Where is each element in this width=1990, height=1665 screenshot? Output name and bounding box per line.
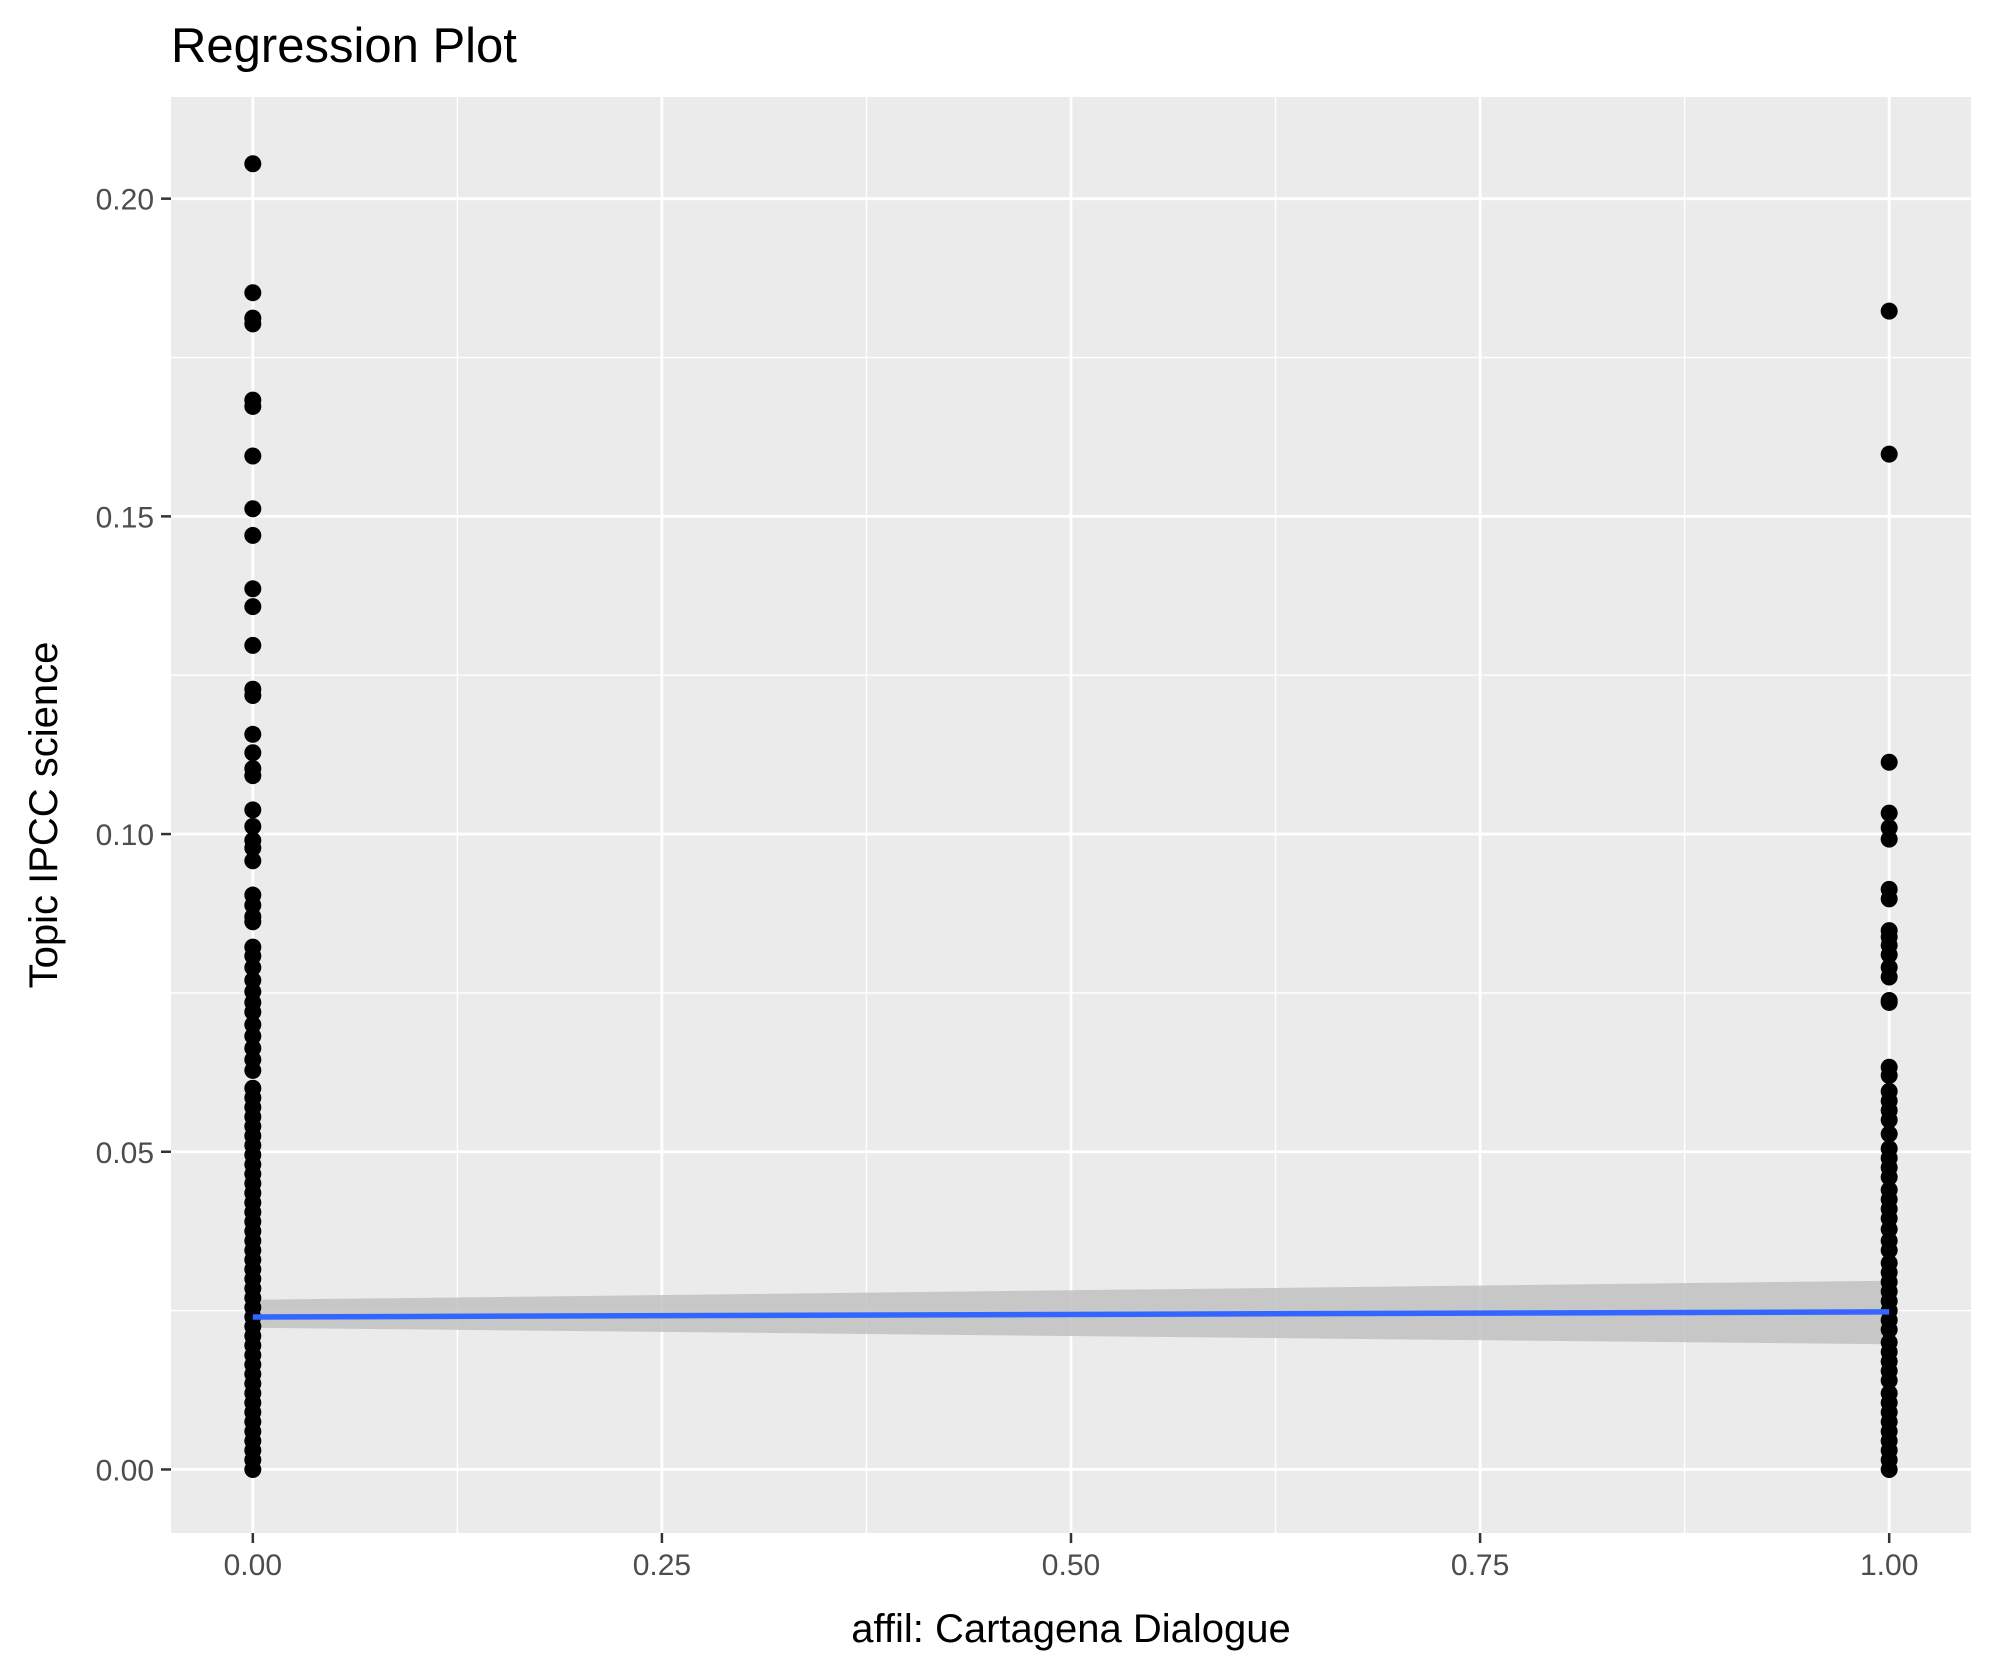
data-point: [244, 958, 262, 976]
data-point: [244, 801, 262, 819]
regression-line-layer: [252, 1309, 1890, 1320]
data-point: [244, 397, 262, 415]
regression-line: [252, 1309, 1890, 1320]
data-point: [1880, 753, 1898, 771]
y-tick-label: 0.10: [96, 819, 154, 852]
data-point: [1880, 890, 1898, 908]
data-point: [244, 315, 262, 333]
data-point: [1880, 1372, 1898, 1390]
x-axis-title: affil: Cartagena Dialogue: [851, 1607, 1291, 1651]
data-point: [244, 1061, 262, 1079]
data-point: [1880, 993, 1898, 1011]
data-point: [244, 852, 262, 870]
data-point: [244, 636, 262, 654]
data-point: [1880, 302, 1898, 320]
x-tick-label: 0.50: [1042, 1549, 1100, 1582]
data-point: [244, 767, 262, 785]
data-point: [1880, 946, 1898, 964]
x-tick-label: 0.25: [633, 1549, 691, 1582]
data-point: [244, 155, 262, 173]
data-point: [1880, 1460, 1898, 1478]
data-point: [244, 725, 262, 743]
data-point: [244, 687, 262, 705]
y-tick-label: 0.15: [96, 501, 154, 534]
data-point: [244, 817, 262, 835]
x-tick-label: 0.00: [224, 1549, 282, 1582]
data-point: [244, 580, 262, 598]
data-point: [244, 284, 262, 302]
data-point: [244, 744, 262, 762]
data-point: [244, 500, 262, 518]
data-point: [1880, 1111, 1898, 1129]
y-tick-label: 0.05: [96, 1137, 154, 1170]
y-axis-title: Topic IPCC science: [22, 642, 66, 989]
x-tick-label: 1.00: [1860, 1549, 1918, 1582]
data-point: [244, 526, 262, 544]
data-point: [1880, 1067, 1898, 1085]
data-point: [1880, 1168, 1898, 1186]
data-points: [244, 155, 1898, 1478]
data-point: [244, 1460, 262, 1478]
chart-title: Regression Plot: [171, 19, 517, 73]
y-tick-label: 0.00: [96, 1454, 154, 1487]
y-tick-label: 0.20: [96, 184, 154, 217]
data-point: [1880, 1125, 1898, 1143]
x-axis: 0.00 0.25 0.50 0.75 1.00: [224, 1533, 1918, 1582]
x-tick-label: 0.75: [1451, 1549, 1509, 1582]
data-point: [244, 1003, 262, 1021]
data-point: [1880, 968, 1898, 986]
data-point: [1880, 445, 1898, 463]
data-point: [244, 839, 262, 857]
data-point: [1880, 1321, 1898, 1339]
data-point: [1880, 1241, 1898, 1259]
data-point: [1880, 830, 1898, 848]
y-axis: 0.00 0.05 0.10 0.15 0.20: [96, 184, 171, 1487]
data-point: [244, 913, 262, 931]
data-point: [1880, 804, 1898, 822]
data-point: [244, 1027, 262, 1045]
data-point: [244, 598, 262, 616]
data-point: [244, 447, 262, 465]
